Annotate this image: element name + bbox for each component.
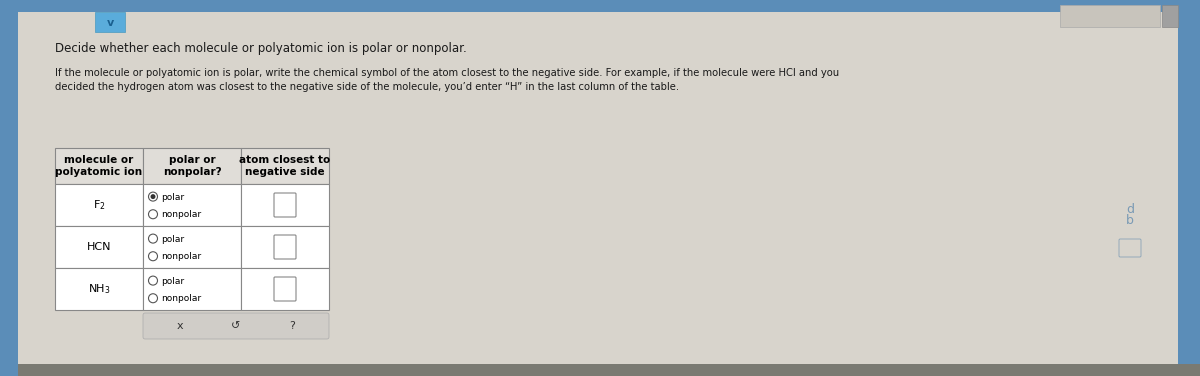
Bar — [143, 268, 241, 310]
Bar — [0, 0, 1200, 12]
Bar — [1178, 12, 1200, 364]
Bar — [0, 0, 18, 376]
Bar — [1060, 5, 1160, 27]
Bar — [143, 148, 241, 184]
Circle shape — [149, 252, 157, 261]
Bar — [1162, 5, 1178, 27]
Bar — [241, 226, 329, 268]
Circle shape — [149, 210, 157, 219]
Text: ?: ? — [289, 321, 295, 331]
Text: molecule or
polyatomic ion: molecule or polyatomic ion — [55, 155, 143, 177]
FancyBboxPatch shape — [274, 235, 296, 259]
Bar — [241, 268, 329, 310]
FancyBboxPatch shape — [143, 313, 329, 339]
Bar — [55, 184, 143, 226]
Bar — [241, 184, 329, 226]
Text: Decide whether each molecule or polyatomic ion is polar or nonpolar.: Decide whether each molecule or polyatom… — [55, 42, 467, 55]
Bar — [143, 184, 241, 226]
Circle shape — [149, 234, 157, 243]
FancyBboxPatch shape — [274, 193, 296, 217]
Bar — [55, 226, 143, 268]
Text: polar: polar — [162, 235, 185, 244]
FancyBboxPatch shape — [1120, 239, 1141, 257]
Text: NH$_3$: NH$_3$ — [88, 282, 110, 296]
Circle shape — [149, 294, 157, 303]
Text: polar: polar — [162, 277, 185, 286]
Bar — [241, 148, 329, 184]
Bar — [95, 12, 125, 32]
Circle shape — [149, 276, 157, 285]
Text: polar: polar — [162, 193, 185, 202]
Text: atom closest to
negative side: atom closest to negative side — [239, 155, 331, 177]
Text: nonpolar: nonpolar — [162, 210, 202, 219]
Text: v: v — [107, 18, 114, 28]
Circle shape — [150, 194, 156, 199]
Bar — [55, 268, 143, 310]
Text: d
b: d b — [1126, 203, 1134, 227]
FancyBboxPatch shape — [274, 277, 296, 301]
Bar — [55, 148, 143, 184]
Text: ↺: ↺ — [232, 321, 241, 331]
Text: x: x — [176, 321, 184, 331]
Text: nonpolar: nonpolar — [162, 294, 202, 303]
Text: HCN: HCN — [86, 242, 112, 252]
Text: polar or
nonpolar?: polar or nonpolar? — [163, 155, 221, 177]
Circle shape — [149, 192, 157, 201]
Bar — [143, 226, 241, 268]
Text: nonpolar: nonpolar — [162, 252, 202, 261]
Text: If the molecule or polyatomic ion is polar, write the chemical symbol of the ato: If the molecule or polyatomic ion is pol… — [55, 68, 839, 92]
Text: F$_2$: F$_2$ — [92, 198, 106, 212]
